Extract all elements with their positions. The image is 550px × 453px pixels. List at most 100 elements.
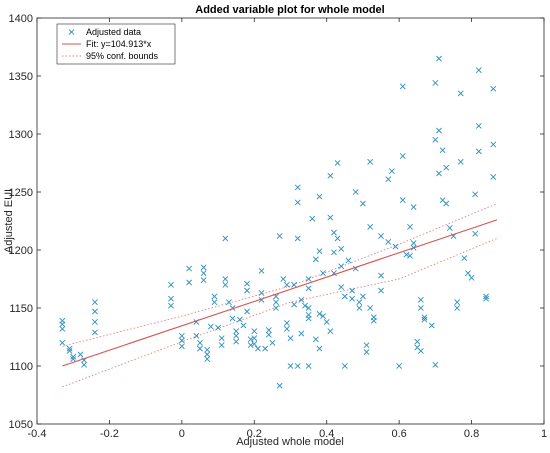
data-point (414, 338, 421, 345)
data-point (385, 238, 392, 245)
y-tick-label: 1100 (9, 361, 33, 373)
data-point (92, 308, 98, 315)
data-point (378, 233, 384, 239)
data-point (363, 349, 370, 355)
data-point (367, 305, 374, 311)
y-tick-label: 1250 (9, 187, 33, 199)
data-point (461, 255, 468, 262)
data-point (454, 305, 461, 311)
data-point (367, 158, 374, 165)
data-point (432, 136, 439, 143)
data-point (251, 335, 258, 342)
data-point (168, 302, 174, 309)
data-point (222, 281, 229, 288)
data-point (236, 316, 243, 323)
data-point (392, 243, 399, 250)
data-point (298, 296, 305, 303)
x-axis-label: Adjusted whole model (236, 436, 344, 448)
data-point (305, 315, 312, 322)
y-tick-label: 1050 (9, 419, 33, 431)
data-point (341, 293, 348, 300)
data-point (338, 284, 345, 291)
data-point (378, 287, 384, 294)
legend-marker-adjusted-data (68, 29, 75, 35)
data-point (407, 223, 413, 230)
data-point (439, 147, 446, 154)
data-point (92, 299, 98, 306)
data-point (360, 200, 366, 207)
data-point (291, 281, 298, 288)
data-point (421, 316, 428, 323)
data-point (294, 199, 301, 206)
data-point (472, 191, 479, 198)
data-point (294, 235, 301, 242)
data-point (59, 339, 66, 346)
data-point (323, 319, 330, 325)
data-point (193, 332, 200, 339)
data-point (283, 325, 290, 332)
data-point (475, 122, 482, 129)
data-point (312, 336, 319, 343)
data-point (363, 342, 370, 349)
data-point (331, 249, 337, 256)
data-point (316, 310, 323, 317)
x-tick-label: 0 (179, 428, 185, 440)
data-point (59, 325, 66, 332)
data-point (233, 332, 240, 339)
data-point (258, 267, 265, 274)
x-tick-label: 0.8 (464, 428, 479, 440)
data-point (454, 299, 461, 306)
data-point (388, 168, 395, 175)
data-point (244, 280, 250, 287)
data-point (407, 252, 413, 259)
data-point (338, 263, 345, 270)
data-point (312, 256, 319, 263)
data-point (399, 83, 406, 90)
data-point (341, 363, 348, 369)
data-point (77, 351, 84, 358)
data-point (403, 251, 410, 258)
data-point (283, 320, 290, 326)
data-point (421, 314, 428, 321)
data-point (436, 55, 442, 62)
data-point (218, 342, 225, 349)
confidence-bounds (62, 203, 498, 388)
data-point (305, 276, 312, 282)
data-point (178, 337, 185, 344)
data-point (178, 343, 185, 350)
data-point (417, 296, 424, 303)
data-point (280, 276, 287, 282)
y-tick-label: 1300 (9, 129, 33, 141)
data-point (66, 345, 73, 352)
data-point (186, 279, 193, 286)
data-point (211, 293, 218, 300)
data-point (316, 248, 323, 255)
data-point (475, 148, 482, 155)
data-point (446, 225, 453, 231)
data-point (168, 281, 174, 288)
data-point (483, 293, 489, 300)
data-point (443, 164, 450, 171)
data-point (70, 353, 77, 360)
data-point (244, 308, 250, 315)
data-point (417, 305, 424, 311)
data-point (92, 329, 98, 336)
data-point (233, 328, 240, 335)
chart-title: Added variable plot for whole model (195, 4, 384, 16)
data-point (244, 287, 250, 294)
data-point (226, 299, 232, 306)
data-point (273, 299, 279, 306)
data-point (490, 85, 497, 92)
data-point (352, 189, 359, 195)
data-point (200, 264, 207, 271)
data-point (320, 270, 327, 277)
data-point (399, 197, 406, 204)
x-tick-label: -0.4 (28, 428, 47, 440)
data-point (222, 276, 229, 282)
data-point (204, 356, 211, 362)
data-point (265, 331, 272, 338)
data-point (302, 302, 308, 309)
data-point (468, 274, 475, 281)
data-point (399, 153, 406, 159)
